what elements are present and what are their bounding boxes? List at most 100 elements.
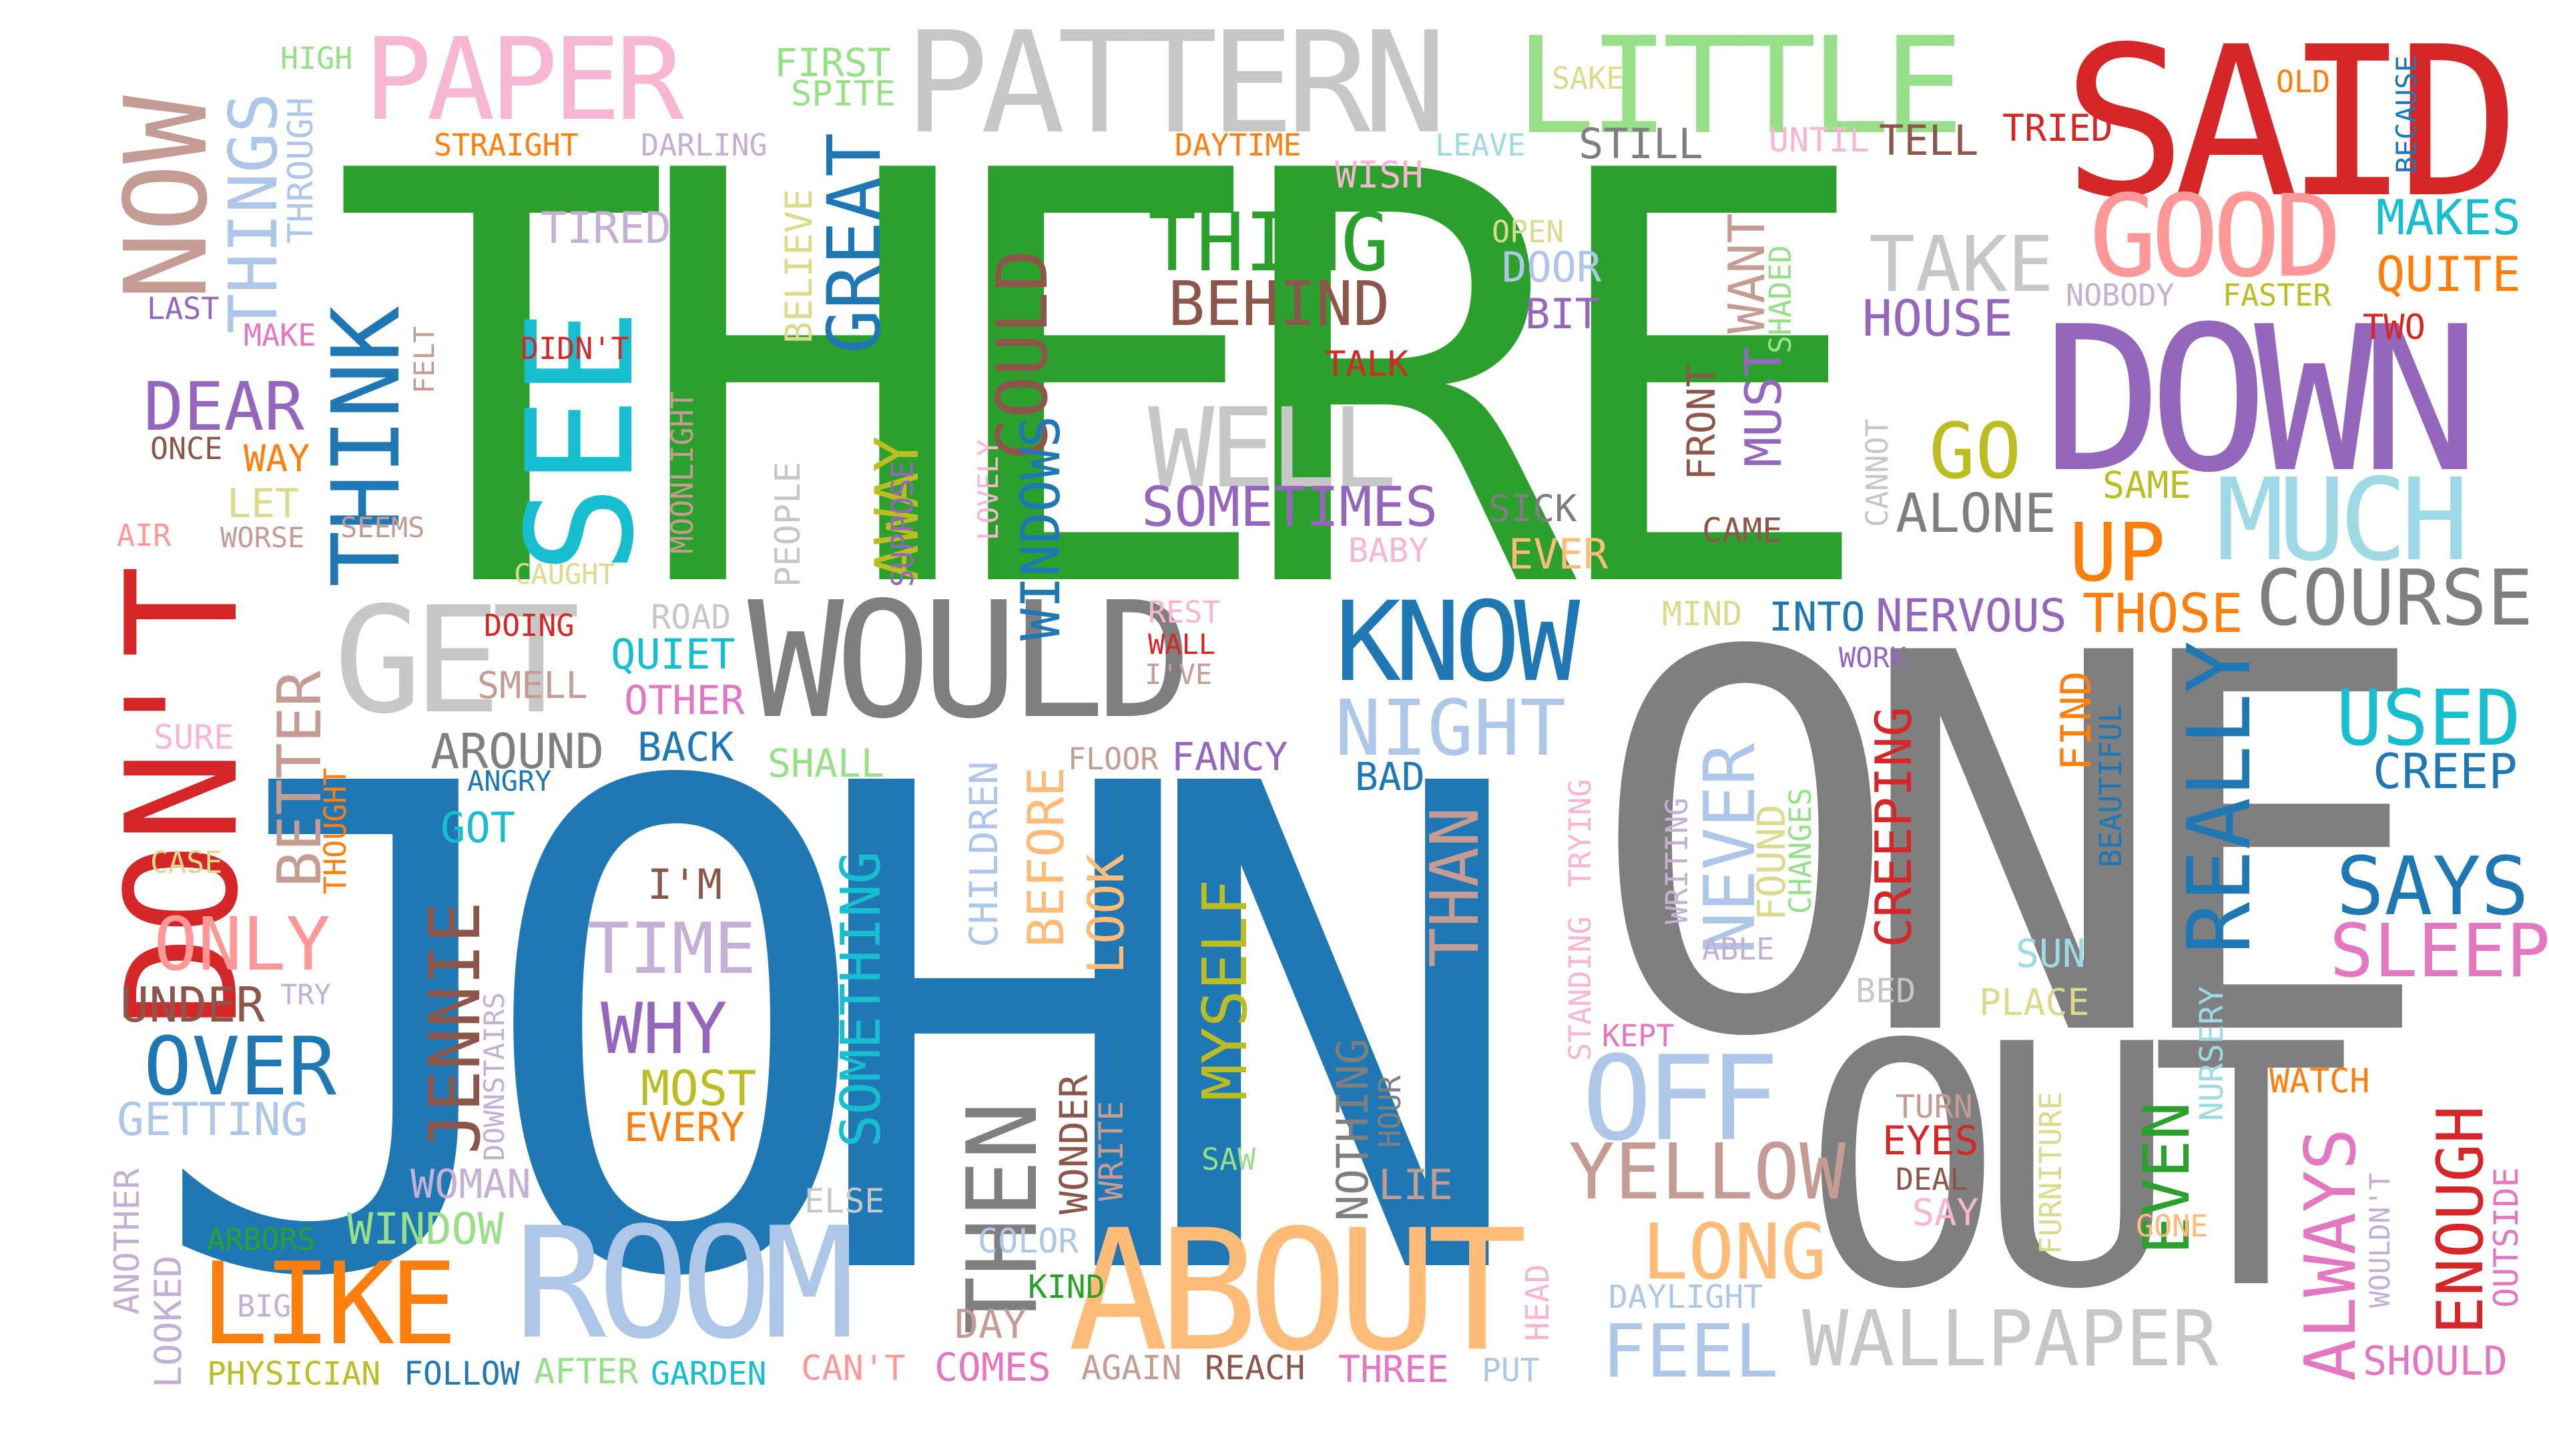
word-much: MUCH (2216, 454, 2469, 587)
word-make: MAKE (244, 318, 316, 353)
word-myself: MYSELF (1189, 879, 1261, 1101)
word-three: THREE (1338, 1348, 1449, 1391)
word-two: TWO (2363, 308, 2426, 348)
word-sure: SURE (154, 718, 234, 757)
word-bit: BIT (1525, 290, 1600, 338)
word-case: CASE (150, 845, 223, 880)
word-wish: WISH (1335, 153, 1424, 196)
word-door: DOOR (1502, 243, 1602, 292)
word-night: NIGHT (1335, 684, 1567, 773)
word-writing: WRITING (1659, 797, 1695, 924)
word-kind: KIND (1028, 1268, 1105, 1306)
word-still: STILL (1579, 119, 1703, 168)
word-first: FIRST (774, 40, 891, 85)
word-seems: SEEMS (340, 511, 425, 544)
word-daytime: DAYTIME (1175, 127, 1302, 163)
word-write: WRITE (1092, 1100, 1131, 1201)
word-other: OTHER (624, 677, 745, 724)
word-now: NOW (101, 95, 233, 300)
word-off: OFF (1582, 1032, 1779, 1167)
word-darling: DARLING (641, 127, 768, 163)
word-wallpaper: WALLPAPER (1802, 1295, 2219, 1384)
word-furniture: FURNITURE (2033, 1092, 2068, 1254)
word-reach: REACH (1205, 1349, 1306, 1387)
word-know: KNOW (1335, 578, 1580, 706)
word-leave: LEAVE (1435, 127, 1526, 163)
word-good: GOOD (2089, 171, 2342, 303)
word-mind: MIND (1662, 595, 1743, 633)
word-downstairs: DOWNSTAIRS (478, 992, 511, 1161)
word-wall: WALL (1148, 628, 1216, 661)
word-cannot: CANNOT (1860, 418, 1895, 527)
word-really: REALLY (2169, 641, 2270, 954)
word-about: ABOUT (1068, 1194, 1528, 1388)
word-something: SOMETHING (830, 851, 893, 1148)
word-look: LOOK (1077, 853, 1135, 974)
word-suppose: SUPPOSE (885, 460, 920, 587)
word-outside: OUTSIDE (2487, 1167, 2526, 1308)
word-arbors: ARBORS (207, 1222, 316, 1257)
word-back: BACK (637, 724, 734, 771)
word-take: TAKE (1869, 220, 2054, 310)
word-nobody: NOBODY (2066, 278, 2175, 313)
word-try: TRY (280, 978, 331, 1011)
word-another: ANOTHER (107, 1168, 148, 1315)
word-creeping: CREEPING (1864, 706, 1923, 948)
word-same: SAME (2102, 464, 2191, 506)
word-turn: TURN (1896, 1088, 1973, 1126)
word-once: ONCE (150, 431, 223, 466)
word-there: THERE (330, 53, 1878, 713)
word-comes: COMES (934, 1345, 1051, 1390)
word-quiet: QUIET (611, 630, 736, 679)
word-sake: SAKE (1552, 61, 1625, 96)
word-hour: HOUR (1372, 1075, 1408, 1148)
word-shall: SHALL (768, 741, 884, 786)
word-bad: BAD (1355, 754, 1425, 799)
word-sometimes: SOMETIMES (1141, 476, 1438, 539)
word-shaded: SHADED (1763, 245, 1798, 354)
word-ever: EVER (1508, 530, 1609, 579)
word-into: INTO (1769, 594, 1866, 641)
word-floor: FLOOR (1068, 741, 1159, 777)
word-spite: SPITE (791, 74, 896, 114)
word-sun: SUN (2016, 931, 2086, 976)
word-straight: STRAIGHT (434, 127, 579, 163)
word-down: DOWN (2042, 284, 2480, 516)
word-smell: SMELL (477, 664, 588, 707)
word-only: ONLY (154, 901, 330, 987)
word-doing: DOING (484, 608, 575, 643)
word-last: LAST (147, 291, 220, 326)
word-out: OUT (1802, 974, 2351, 1362)
word-like: LIKE (200, 1238, 457, 1371)
word-should: SHOULD (2363, 1338, 2508, 1385)
word-because: BECAUSE (2390, 55, 2423, 173)
word-air: AIR (117, 518, 172, 553)
word-deal: DEAL (1896, 1162, 1968, 1197)
word-dear: DEAR (144, 368, 304, 446)
word-sleep: SLEEP (2329, 908, 2549, 994)
word-yellow: YELLOW (1569, 1128, 1846, 1217)
word-rest: REST (1148, 595, 1221, 630)
word-standing: STANDING (1563, 916, 1598, 1061)
word-must: MUST (1734, 346, 1793, 467)
word-john: JOHN (147, 646, 1534, 1423)
word-open: OPEN (1492, 214, 1565, 250)
word-well: WELL (1148, 384, 1397, 512)
word-creep: CREEP (2373, 743, 2518, 799)
word-bed: BED (1856, 972, 1916, 1010)
word-get: GET (334, 575, 580, 746)
word-didnt: DIDN'T (521, 331, 629, 366)
word-alone: ALONE (1896, 482, 2056, 544)
word-thing: THING (1148, 197, 1390, 290)
word-until: UNTIL (1769, 121, 1870, 159)
word-else: ELSE (804, 1182, 885, 1220)
word-sick: SICK (1488, 487, 1577, 530)
word-say: SAY (1912, 1191, 1979, 1234)
word-around: AROUND (431, 723, 605, 779)
word-go: GO (1929, 407, 2022, 496)
word-color: COLOR (978, 1222, 1079, 1260)
word-room: ROOM (514, 1195, 856, 1373)
word-those: THOSE (2082, 583, 2243, 645)
word-before: BEFORE (1017, 767, 1075, 948)
